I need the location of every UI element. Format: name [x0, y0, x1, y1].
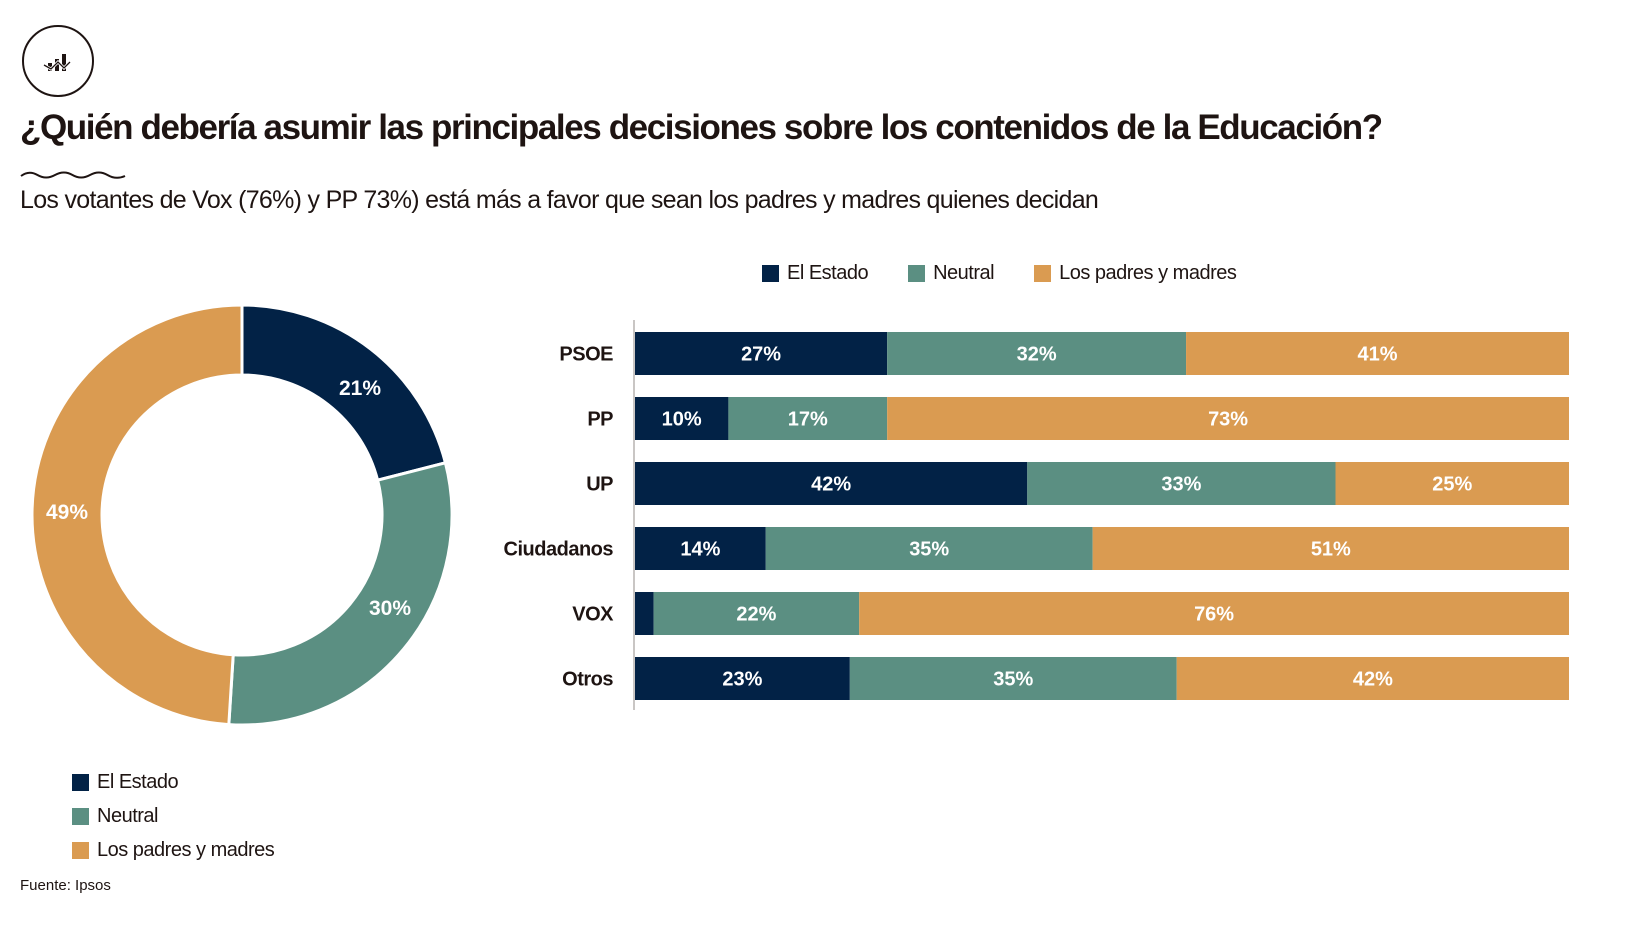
legend-swatch [762, 265, 779, 282]
category-label: PSOE [559, 344, 613, 366]
bar-data-label: 76% [1194, 604, 1234, 626]
bar-segment-neutral [728, 397, 888, 440]
donut-chart: 21% 30% 49% [30, 303, 454, 727]
legend-swatch [908, 265, 926, 282]
bar-segment-padres [1092, 527, 1569, 570]
legend-item-estado: El Estado [72, 765, 274, 799]
donut-data-label: 49% [46, 501, 88, 524]
source-note: Fuente: Ipsos [20, 877, 111, 894]
donut-slice-neutral [227, 460, 454, 727]
bar-segment-neutral [653, 592, 860, 635]
donut-data-label: 30% [369, 597, 411, 620]
legend-label: El Estado [787, 262, 869, 284]
legend-label: Los padres y madres [97, 838, 275, 861]
legend-swatch [1034, 265, 1052, 282]
stacked-bar-chart: PSOE 27% 32% 41% PP 10% 17% 73% UP 42% 33% 25% Ciuda… [504, 320, 1569, 710]
donut-legend: El Estado Neutral Los padres y madres [72, 765, 275, 867]
category-label: Ciudadanos [504, 539, 614, 561]
bar-segment-estado [635, 527, 766, 570]
bar-segment-padres [1335, 462, 1569, 505]
legend-swatch [72, 773, 89, 791]
legend-item-neutral: Neutral [72, 799, 274, 833]
bar-data-label: 10% [662, 409, 702, 431]
bar-data-label: 22% [736, 604, 776, 626]
bar-data-label: 35% [993, 669, 1033, 691]
bar-segment-padres [1176, 657, 1569, 700]
bar-segment-neutral [887, 332, 1187, 375]
legend-item-estado: El Estado [762, 262, 869, 285]
bar-segment-neutral [849, 657, 1177, 700]
bar-data-label: 32% [1017, 344, 1057, 366]
logo [22, 25, 94, 97]
category-label: PP [587, 409, 613, 431]
bar-data-label: 17% [788, 409, 828, 431]
subtitle: Los votantes de Vox (76%) y PP 73%) está… [20, 186, 1099, 214]
bar-data-label: 25% [1432, 474, 1472, 496]
bar-data-label: 41% [1358, 344, 1398, 366]
bar-segment-neutral [765, 527, 1093, 570]
bar-data-label: 51% [1311, 539, 1351, 561]
donut-slice-padres [30, 303, 244, 727]
legend-swatch [72, 807, 89, 825]
bar-segment-padres [1186, 332, 1569, 375]
chart-bars-trend-icon [43, 54, 72, 71]
bar-segment-estado [635, 332, 888, 375]
bar-segment-padres [859, 592, 1569, 635]
wave-divider [20, 171, 126, 179]
bar-segment-estado [635, 592, 654, 635]
legend-label: Neutral [933, 262, 995, 284]
legend-label: Los padres y madres [1059, 262, 1237, 284]
bar-segment-neutral [1027, 462, 1336, 505]
legend-item-padres: Los padres y madres [1034, 262, 1237, 285]
bar-data-label: 42% [811, 474, 851, 496]
legend-label: Neutral [97, 804, 158, 827]
bar-data-label: 35% [909, 539, 949, 561]
bar-data-label: 73% [1208, 409, 1248, 431]
bar-segment-padres [887, 397, 1569, 440]
legend-swatch [72, 841, 89, 859]
bar-segment-estado [635, 397, 729, 440]
bar-data-label: 23% [722, 669, 762, 691]
page-title: ¿Quién debería asumir las principales de… [20, 108, 1383, 147]
bar-data-label: 27% [741, 344, 781, 366]
bar-segment-estado [635, 657, 850, 700]
bar-data-label: 14% [680, 539, 720, 561]
category-label: VOX [572, 604, 614, 626]
bar-segment-estado [635, 462, 1028, 505]
bar-data-label: 42% [1353, 669, 1393, 691]
legend-item-padres: Los padres y madres [72, 833, 275, 867]
donut-data-label: 21% [339, 377, 381, 400]
category-label: Otros [562, 669, 613, 691]
bar-data-label: 33% [1161, 474, 1201, 496]
legend-label: El Estado [97, 770, 179, 793]
legend-item-neutral: Neutral [908, 262, 995, 285]
category-label: UP [586, 474, 613, 496]
bar-legend: El Estado Neutral Los padres y madres [762, 262, 1276, 285]
